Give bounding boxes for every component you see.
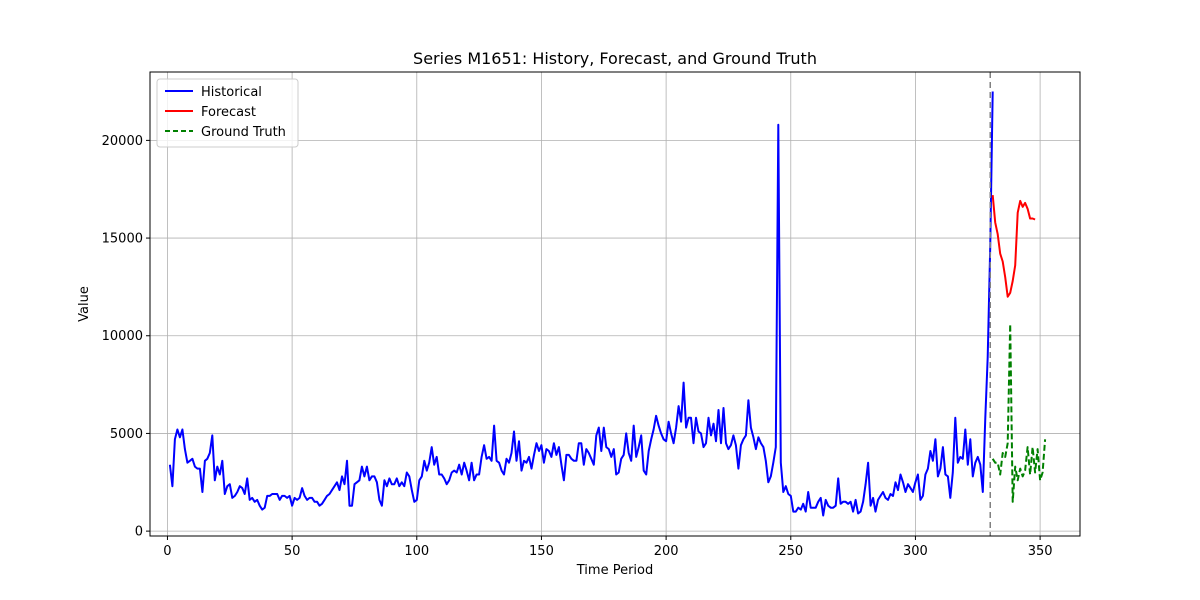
x-tick-label: 350	[1028, 544, 1053, 559]
y-tick-label: 5000	[110, 427, 143, 442]
y-tick-label: 15000	[102, 232, 143, 247]
legend-label-historical: Historical	[201, 85, 262, 100]
y-tick-label: 10000	[102, 329, 143, 344]
series-layer	[168, 91, 1047, 517]
y-axis-label: Value	[77, 286, 92, 322]
legend: Historical Forecast Ground Truth	[156, 78, 299, 148]
grid	[150, 72, 1080, 536]
x-tick-label: 300	[903, 544, 928, 559]
y-tick-label: 0	[135, 525, 143, 540]
x-tick-label: 200	[654, 544, 679, 559]
legend-label-ground-truth: Ground Truth	[201, 125, 286, 140]
plot-frame	[149, 71, 1081, 537]
x-axis-label: Time Period	[576, 563, 653, 578]
axis-ticks: 0 50 100 150 200 250 300 350 0 5000 10000 15000 2000…	[102, 134, 1053, 559]
chart-title: Series M1651: History, Forecast, and Gro…	[413, 49, 817, 68]
x-tick-label: 50	[284, 544, 301, 559]
legend-label-forecast: Forecast	[201, 105, 256, 120]
x-tick-label: 250	[778, 544, 803, 559]
y-tick-label: 20000	[102, 134, 143, 149]
x-tick-label: 0	[163, 544, 171, 559]
x-tick-label: 100	[404, 544, 429, 559]
series-line-forecast	[991, 195, 1036, 298]
series-line-ground-truth	[991, 323, 1047, 503]
series-line-historical	[168, 91, 994, 517]
x-tick-label: 150	[529, 544, 554, 559]
